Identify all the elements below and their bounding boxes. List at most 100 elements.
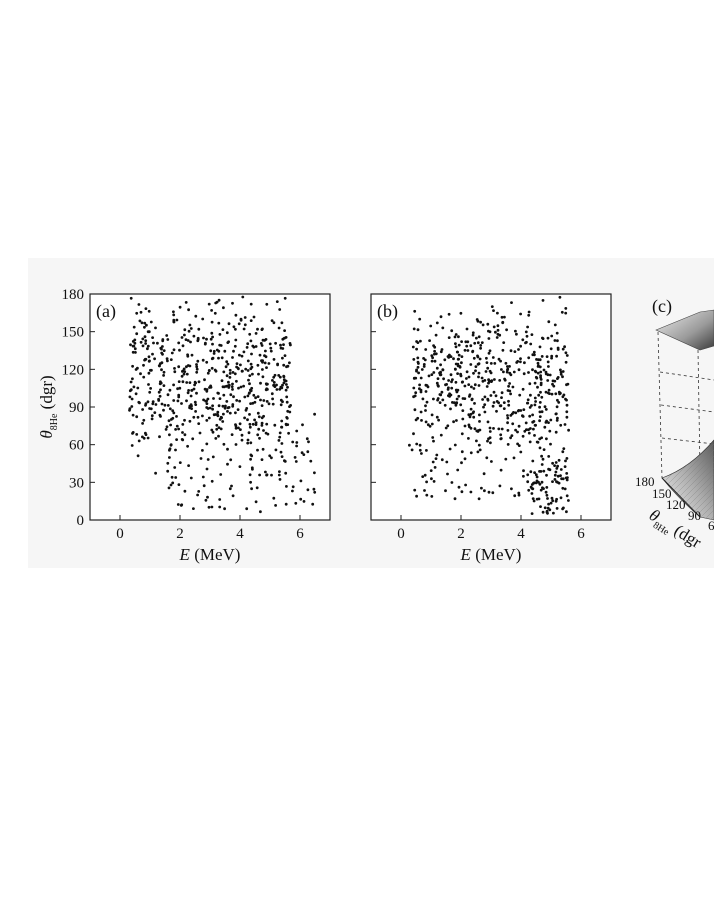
scatter-point — [453, 497, 457, 501]
scatter-point — [486, 420, 490, 424]
scatter-point — [231, 356, 234, 359]
scatter-point — [206, 495, 209, 499]
scatter-point — [501, 321, 505, 325]
scatter-point — [538, 401, 542, 404]
scatter-point — [564, 397, 567, 401]
scatter-point — [415, 340, 418, 343]
scatter-point — [546, 373, 550, 377]
scatter-point — [548, 468, 552, 472]
scatter-point — [282, 343, 285, 346]
scatter-point — [464, 483, 467, 487]
scatter-point — [435, 366, 439, 370]
scatter-point — [553, 464, 556, 467]
scatter-point — [436, 384, 440, 387]
scatter-point — [233, 344, 237, 348]
scatter-point — [420, 452, 423, 455]
scatter-point — [544, 390, 548, 394]
scatter-point — [567, 428, 570, 432]
scatter-point — [238, 465, 242, 468]
scatter-point — [247, 431, 251, 435]
scatter-point — [481, 379, 485, 383]
scatter-point — [257, 372, 260, 376]
scatter-point — [528, 440, 532, 444]
scatter-point — [544, 370, 548, 374]
scatter-point — [467, 383, 471, 386]
scatter-point — [216, 391, 220, 395]
scatter-point — [522, 372, 526, 376]
scatter-point — [530, 512, 534, 515]
scatter-point — [189, 476, 193, 480]
scatter-point — [209, 337, 213, 341]
scatter-point — [222, 412, 225, 416]
panel-c-tick-2: 120 — [666, 497, 686, 512]
scatter-point — [533, 403, 537, 407]
scatter-point — [207, 505, 211, 509]
scatter-point — [502, 407, 506, 410]
scatter-point — [554, 499, 558, 503]
scatter-point — [272, 358, 276, 361]
scatter-point — [312, 487, 316, 491]
scatter-point — [565, 383, 568, 387]
scatter-point — [537, 364, 540, 368]
scatter-point — [457, 335, 460, 339]
scatter-point — [473, 383, 477, 387]
scatter-point — [281, 383, 284, 387]
scatter-point — [205, 442, 209, 446]
scatter-point — [531, 459, 535, 463]
scatter-point — [483, 410, 487, 414]
scatter-point — [511, 422, 515, 426]
scatter-point — [306, 450, 310, 454]
scatter-point — [415, 369, 418, 373]
scatter-point — [456, 372, 459, 375]
scatter-point — [141, 422, 145, 425]
scatter-point — [507, 399, 510, 403]
scatter-point — [540, 454, 543, 458]
scatter-point — [492, 325, 496, 329]
scatter-point — [472, 356, 476, 360]
scatter-point — [228, 376, 232, 379]
scatter-point — [229, 393, 233, 397]
scatter-point — [212, 397, 215, 400]
scatter-point — [228, 411, 232, 415]
scatter-point — [278, 387, 282, 391]
scatter-point — [269, 346, 273, 350]
scatter-point — [248, 425, 252, 429]
scatter-point — [442, 377, 445, 381]
scatter-point — [532, 350, 536, 354]
scatter-point — [543, 506, 547, 510]
scatter-point — [274, 448, 278, 452]
scatter-point — [131, 413, 135, 417]
scatter-point — [263, 361, 267, 365]
scatter-point — [549, 418, 553, 422]
scatter-point — [456, 468, 460, 472]
scatter-point — [231, 404, 235, 408]
scatter-point — [514, 329, 517, 333]
scatter-point — [147, 309, 151, 313]
scatter-point — [131, 377, 134, 381]
scatter-point — [210, 357, 214, 361]
scatter-point — [136, 386, 140, 390]
scatter-point — [463, 397, 467, 400]
y-tick-label: 150 — [62, 325, 85, 341]
scatter-point — [182, 372, 186, 376]
scatter-point — [548, 373, 552, 377]
scatter-point — [256, 448, 259, 452]
scatter-point — [201, 414, 204, 418]
scatter-point — [251, 344, 255, 348]
scatter-point — [564, 476, 568, 480]
scatter-point — [175, 438, 179, 441]
scatter-point — [215, 427, 219, 431]
scatter-point — [550, 392, 554, 396]
scatter-point — [301, 423, 304, 427]
scatter-point — [456, 350, 459, 354]
scatter-point — [555, 354, 558, 358]
scatter-point — [553, 478, 557, 481]
scatter-point — [430, 495, 434, 498]
scatter-point — [221, 404, 225, 408]
scatter-point — [213, 368, 217, 372]
scatter-point — [189, 327, 193, 330]
panel-a-ylabel: θ8He (dgr) — [37, 375, 60, 438]
scatter-point — [129, 388, 133, 392]
scatter-point — [241, 369, 244, 373]
scatter-point — [278, 431, 282, 435]
